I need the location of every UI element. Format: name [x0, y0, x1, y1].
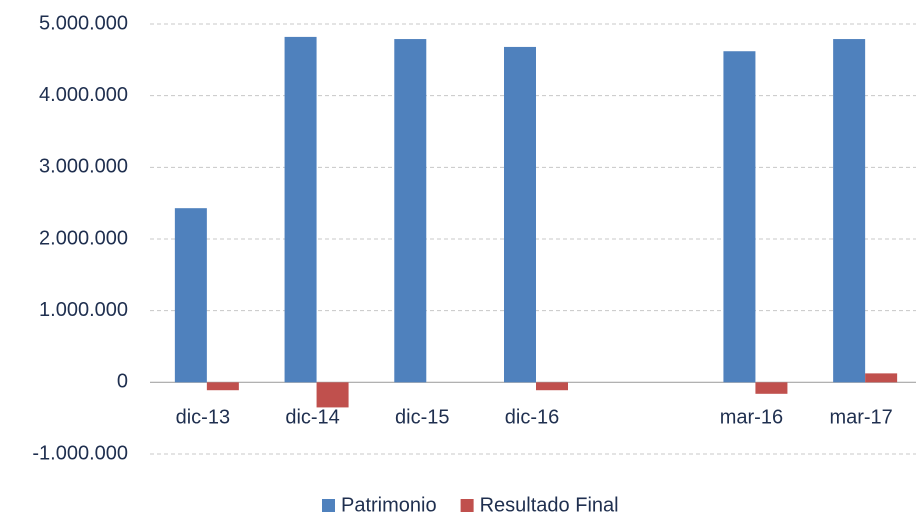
bar: [755, 382, 788, 394]
legend-swatch: [322, 499, 335, 512]
bar: [206, 382, 239, 391]
x-tick-label: dic-13: [176, 407, 230, 429]
bar: [504, 46, 536, 383]
bar: [316, 382, 349, 408]
x-tick-label: dic-14: [285, 407, 339, 429]
y-tick-label: 0: [117, 371, 128, 393]
legend-label: Patrimonio: [341, 494, 437, 516]
bar: [865, 373, 898, 383]
x-tick-label: dic-16: [505, 407, 559, 429]
bar: [394, 39, 427, 383]
x-tick-label: mar-17: [829, 407, 892, 429]
x-tick-label: mar-16: [720, 407, 783, 429]
y-tick-label: -1.000.000: [32, 442, 128, 464]
legend-label: Resultado Final: [480, 494, 619, 516]
bar: [174, 208, 207, 383]
x-tick-label: dic-15: [395, 407, 449, 429]
y-tick-label: 3.000.000: [39, 156, 128, 178]
y-tick-label: 5.000.000: [39, 12, 128, 34]
y-tick-label: 4.000.000: [39, 84, 128, 106]
y-tick-label: 2.000.000: [39, 227, 128, 249]
bar: [723, 51, 756, 383]
legend-swatch: [460, 499, 474, 512]
bar: [284, 36, 317, 383]
y-tick-label: 1.000.000: [39, 299, 128, 321]
bar: [536, 382, 568, 391]
bar: [833, 39, 866, 383]
